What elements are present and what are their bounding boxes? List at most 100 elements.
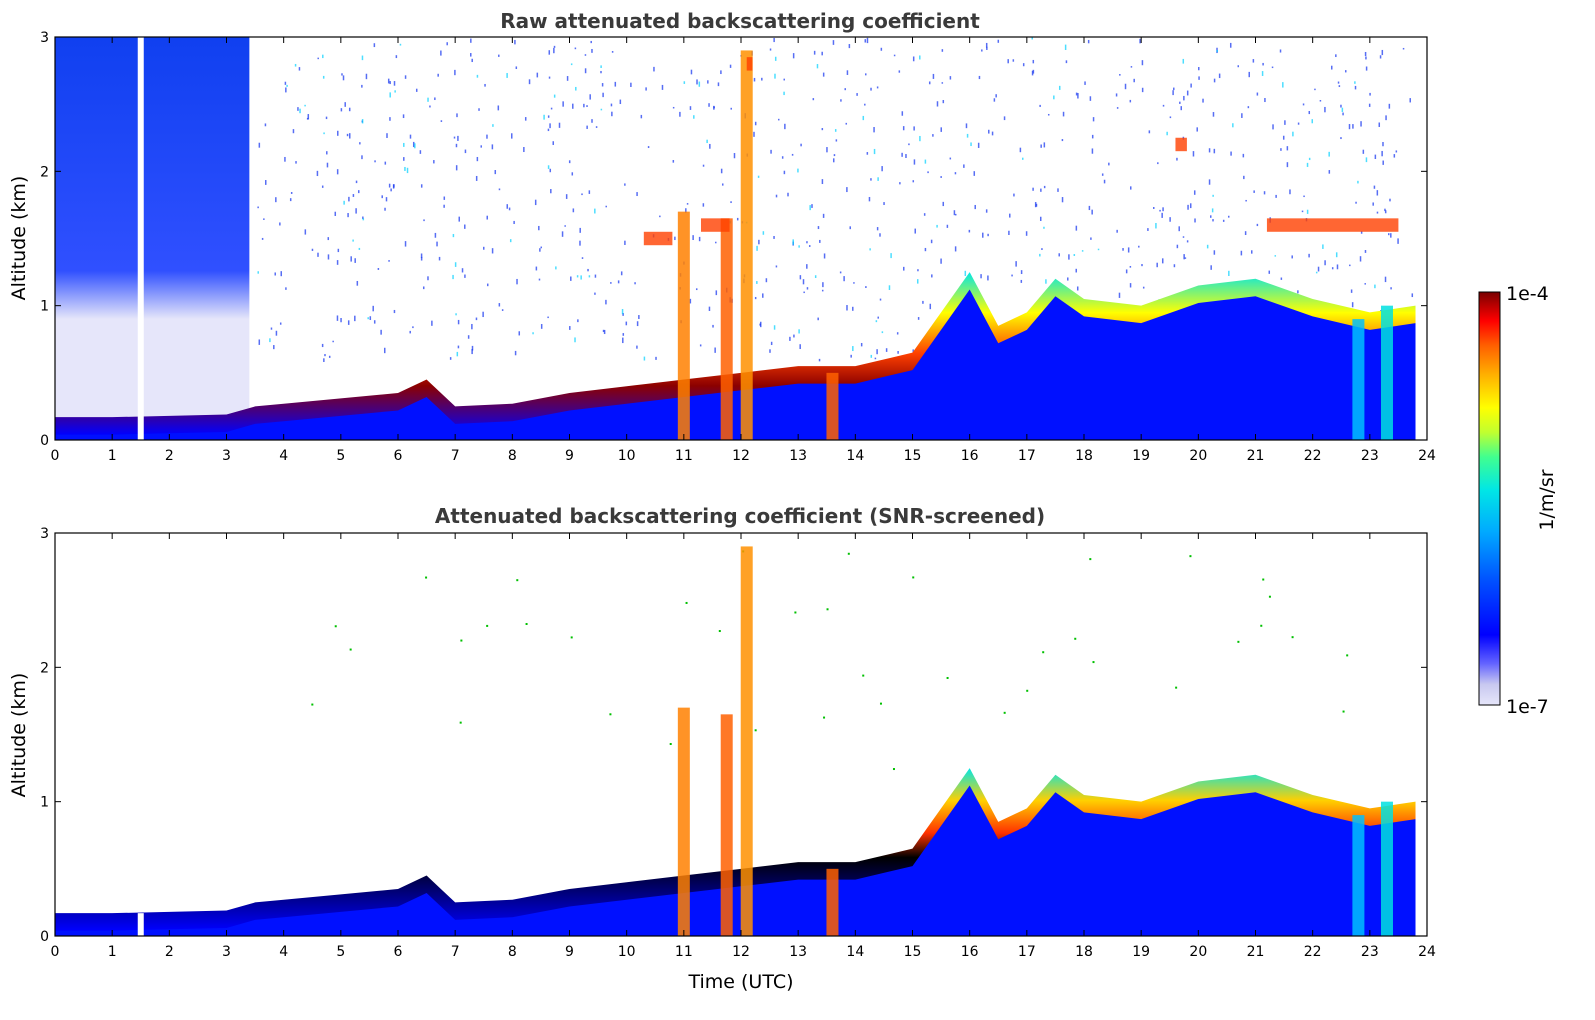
noise-speck — [1228, 270, 1230, 277]
noise-speck — [1289, 189, 1291, 195]
noise-speck — [1187, 204, 1189, 210]
noise-speck — [361, 155, 363, 160]
noise-speck — [689, 106, 692, 110]
noise-speck — [547, 128, 550, 132]
noise-speck — [896, 332, 899, 335]
noise-speck — [350, 256, 352, 262]
noise-speck — [1216, 50, 1219, 53]
noise-speck — [1301, 210, 1304, 213]
noise-speck — [361, 84, 363, 88]
noise-speck — [388, 260, 390, 262]
noise-speck — [1194, 218, 1196, 223]
noise-speck — [1053, 95, 1055, 100]
noise-speck — [532, 332, 534, 335]
noise-speck — [922, 300, 924, 304]
noise-speck — [321, 185, 324, 188]
noise-speck — [1359, 256, 1362, 262]
cloud-streak — [1352, 319, 1365, 440]
noise-speck — [1261, 71, 1264, 76]
noise-speck — [689, 298, 692, 304]
raw-backscatter-panel: Raw attenuated backscattering coefficien… — [8, 9, 1436, 464]
x-tick-label: 22 — [1304, 944, 1322, 960]
noise-speck — [870, 87, 872, 91]
noise-speck — [1087, 39, 1090, 44]
noise-speck — [486, 624, 489, 627]
noise-speck — [1040, 144, 1042, 148]
noise-speck — [506, 73, 508, 78]
noise-speck — [1346, 654, 1349, 657]
noise-speck — [1384, 276, 1387, 283]
noise-speck — [572, 103, 574, 109]
noise-speck — [1179, 101, 1181, 104]
noise-speck — [624, 240, 626, 245]
noise-speck — [327, 254, 330, 260]
noise-speck — [591, 119, 593, 123]
noise-speck — [399, 43, 402, 46]
noise-speck — [491, 144, 494, 150]
noise-speck — [1097, 248, 1100, 251]
noise-speck — [1381, 150, 1383, 157]
x-tick-label: 23 — [1361, 448, 1379, 464]
noise-speck — [475, 175, 478, 181]
noise-speck — [1360, 231, 1363, 234]
noise-region — [55, 37, 250, 440]
noise-speck — [274, 272, 276, 276]
x-tick-label: 16 — [961, 944, 979, 960]
noise-speck — [1211, 208, 1214, 213]
noise-speck — [1169, 116, 1172, 119]
noise-speck — [1368, 103, 1371, 107]
noise-speck — [843, 276, 845, 282]
noise-speck — [622, 333, 625, 336]
noise-speck — [603, 329, 606, 335]
noise-speck — [1335, 54, 1337, 58]
noise-speck — [848, 44, 851, 49]
cloud-streak — [1352, 815, 1365, 936]
noise-speck — [647, 146, 650, 149]
noise-speck — [844, 88, 846, 91]
noise-speck — [622, 312, 624, 316]
noise-speck — [818, 358, 821, 362]
noise-speck — [765, 278, 768, 283]
noise-speck — [821, 179, 824, 185]
noise-speck — [1378, 122, 1381, 127]
noise-speck — [1227, 215, 1230, 218]
noise-speck — [988, 129, 990, 134]
noise-speck — [1342, 710, 1345, 713]
noise-speck — [317, 57, 319, 60]
noise-speck — [1328, 170, 1331, 174]
x-tick-label: 14 — [846, 448, 864, 464]
noise-speck — [497, 105, 500, 111]
noise-speck — [1141, 60, 1144, 66]
noise-speck — [1379, 55, 1382, 59]
noise-speck — [304, 229, 307, 235]
noise-speck — [928, 81, 931, 85]
noise-speck — [1252, 59, 1255, 63]
noise-speck — [1393, 154, 1396, 158]
noise-speck — [1130, 66, 1133, 68]
noise-speck — [1331, 267, 1334, 270]
noise-speck — [1009, 213, 1011, 218]
noise-speck — [1075, 225, 1078, 231]
noise-speck — [1156, 262, 1158, 268]
y-tick-label: 1 — [40, 299, 49, 315]
noise-speck — [1062, 111, 1065, 117]
noise-speck — [1210, 215, 1212, 218]
noise-speck — [879, 702, 882, 705]
x-tick-label: 24 — [1418, 944, 1436, 960]
noise-speck — [621, 308, 624, 315]
noise-speck — [386, 133, 388, 138]
noise-speck — [1245, 199, 1247, 202]
noise-speck — [579, 240, 581, 246]
noise-speck — [580, 275, 582, 280]
noise-speck — [1020, 270, 1023, 275]
noise-speck — [514, 350, 517, 356]
noise-speck — [877, 316, 879, 319]
noise-speck — [412, 141, 415, 148]
noise-speck — [1382, 160, 1384, 165]
noise-speck — [1192, 151, 1195, 157]
noise-speck — [1328, 151, 1330, 157]
screened-backscatter-panel: Attenuated backscattering coefficient (S… — [8, 504, 1436, 993]
noise-speck — [1076, 286, 1079, 291]
noise-speck — [1384, 208, 1386, 212]
noise-speck — [730, 107, 732, 110]
